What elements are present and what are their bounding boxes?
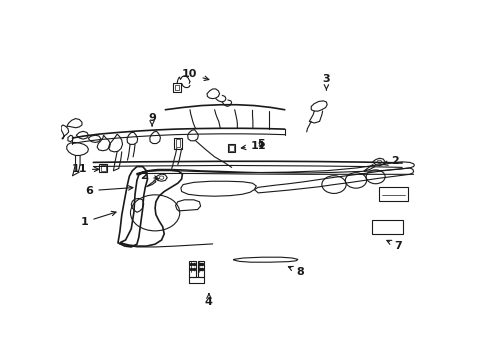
Bar xyxy=(101,165,105,171)
Text: 6: 6 xyxy=(85,186,133,196)
Text: 9: 9 xyxy=(148,113,156,126)
Text: 7: 7 xyxy=(386,240,402,251)
Bar xyxy=(175,85,179,90)
Bar xyxy=(371,220,402,234)
Bar xyxy=(197,261,204,276)
Bar xyxy=(227,144,234,152)
Text: 2: 2 xyxy=(383,156,398,166)
Text: 11: 11 xyxy=(241,141,265,151)
Text: 4: 4 xyxy=(204,293,212,307)
Bar xyxy=(189,261,196,276)
Text: 5: 5 xyxy=(257,139,264,149)
Text: 8: 8 xyxy=(288,266,303,277)
Text: 3: 3 xyxy=(322,74,329,90)
Bar xyxy=(99,164,107,172)
Text: 11: 11 xyxy=(71,164,99,174)
Text: 2: 2 xyxy=(140,171,159,181)
Text: 1: 1 xyxy=(81,211,116,227)
Text: 10: 10 xyxy=(182,69,208,81)
Bar xyxy=(173,84,181,92)
Bar xyxy=(175,139,180,147)
Bar xyxy=(379,187,407,201)
Bar xyxy=(174,138,181,149)
Bar xyxy=(228,145,233,151)
